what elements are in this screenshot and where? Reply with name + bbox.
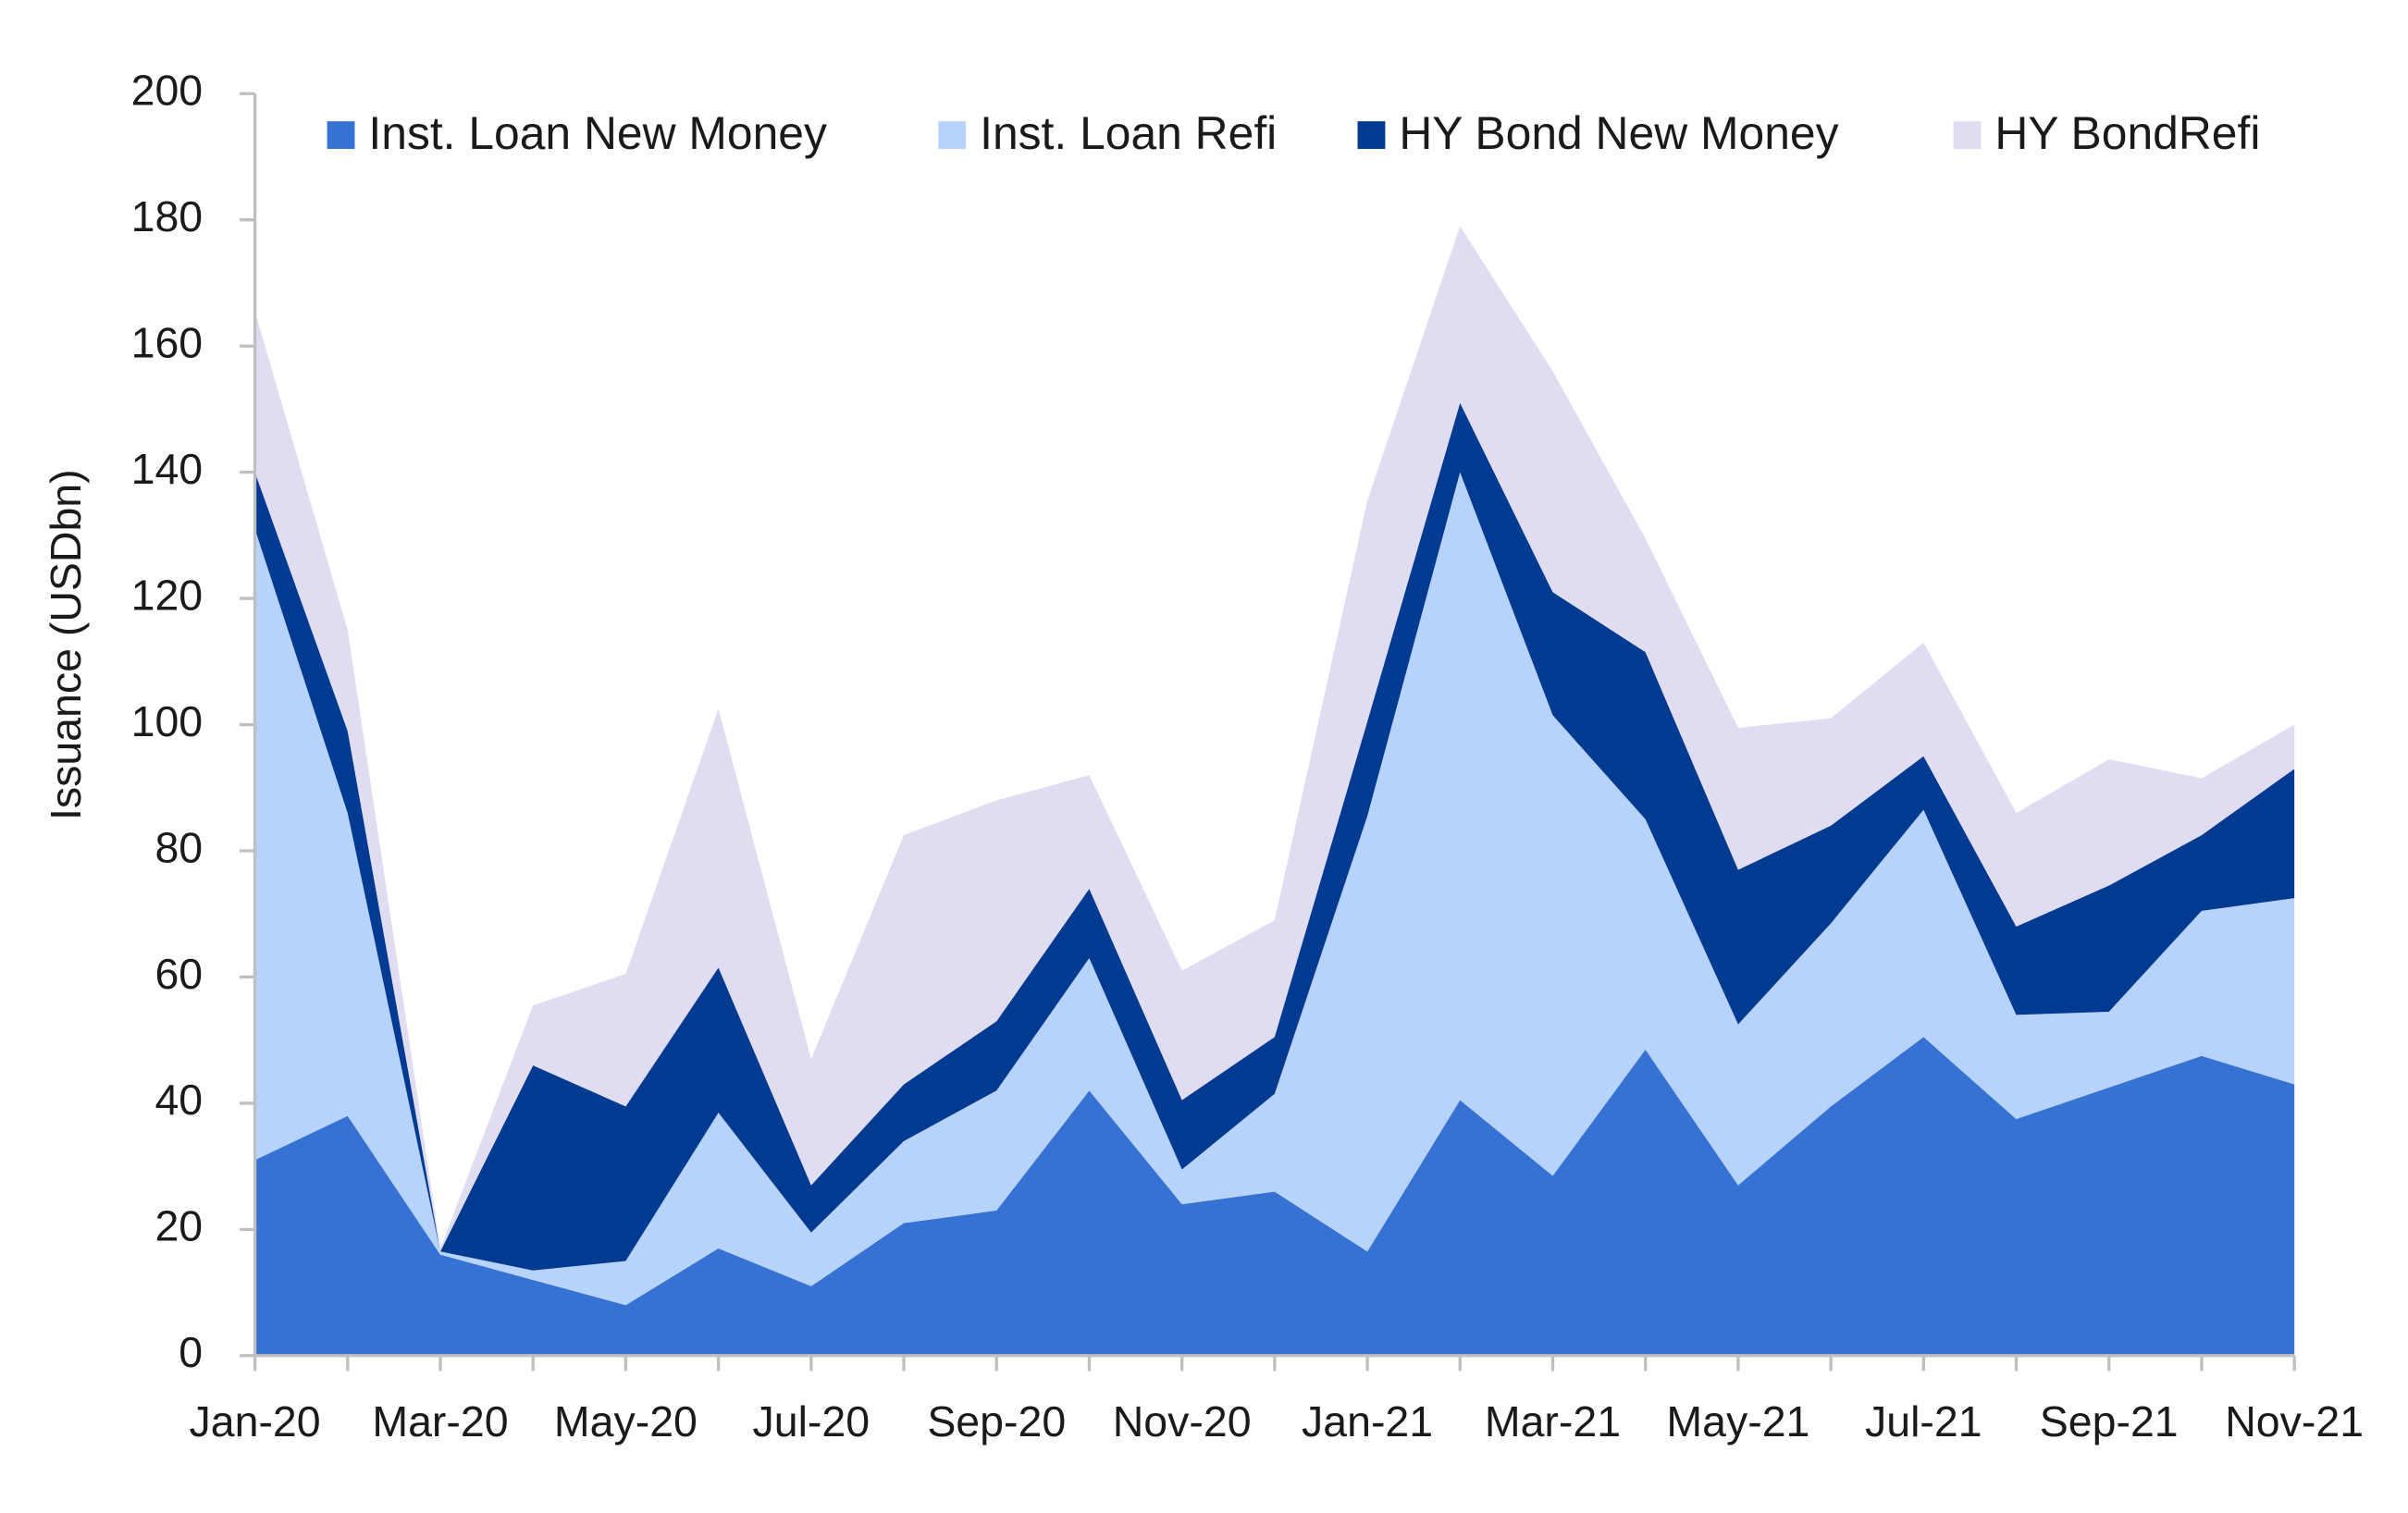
- y-tick-label: 140: [131, 445, 204, 493]
- y-axis-label: Issuance (USDbn): [42, 469, 90, 820]
- legend-swatch: [938, 121, 967, 150]
- y-tick-label: 160: [131, 318, 204, 366]
- area: [254, 402, 2295, 1271]
- y-tick-label: 60: [154, 950, 203, 998]
- x-tick-label: Jan-21: [1302, 1397, 1433, 1445]
- y-tick-label: 80: [154, 823, 203, 871]
- x-tick-label: Jul-21: [1865, 1397, 1982, 1445]
- x-tick-label: Jan-20: [190, 1397, 321, 1445]
- x-tick-label: Nov-20: [1113, 1397, 1252, 1445]
- legend-label: Inst. Loan New Money: [368, 107, 827, 159]
- legend-swatch: [1357, 121, 1386, 150]
- legend-swatch: [327, 121, 355, 150]
- x-tick-label: Jul-20: [753, 1397, 871, 1445]
- y-tick-label: 40: [154, 1076, 203, 1124]
- legend-label: Inst. Loan Refi: [980, 107, 1277, 159]
- x-tick-label: Nov-21: [2225, 1397, 2364, 1445]
- legend-label: HY BondRefi: [1994, 107, 2260, 159]
- y-tick-label: 20: [154, 1202, 203, 1250]
- area: [254, 1037, 2295, 1356]
- x-tick-label: Sep-21: [2040, 1397, 2179, 1445]
- area: [254, 472, 2295, 1306]
- x-tick-label: Sep-20: [927, 1397, 1066, 1445]
- x-tick-label: May-20: [554, 1397, 698, 1445]
- y-tick-label: 100: [131, 697, 204, 745]
- legend-label: HY Bond New Money: [1399, 107, 1838, 159]
- x-tick-label: May-21: [1666, 1397, 1809, 1445]
- x-tick-label: Mar-21: [1485, 1397, 1621, 1445]
- area: [254, 226, 2295, 1252]
- legend-swatch: [1953, 121, 1982, 150]
- y-tick-label: 0: [179, 1328, 203, 1376]
- y-tick-label: 200: [131, 67, 204, 115]
- y-tick-label: 120: [131, 571, 204, 619]
- y-tick-label: 180: [131, 192, 204, 240]
- x-tick-label: Mar-20: [372, 1397, 508, 1445]
